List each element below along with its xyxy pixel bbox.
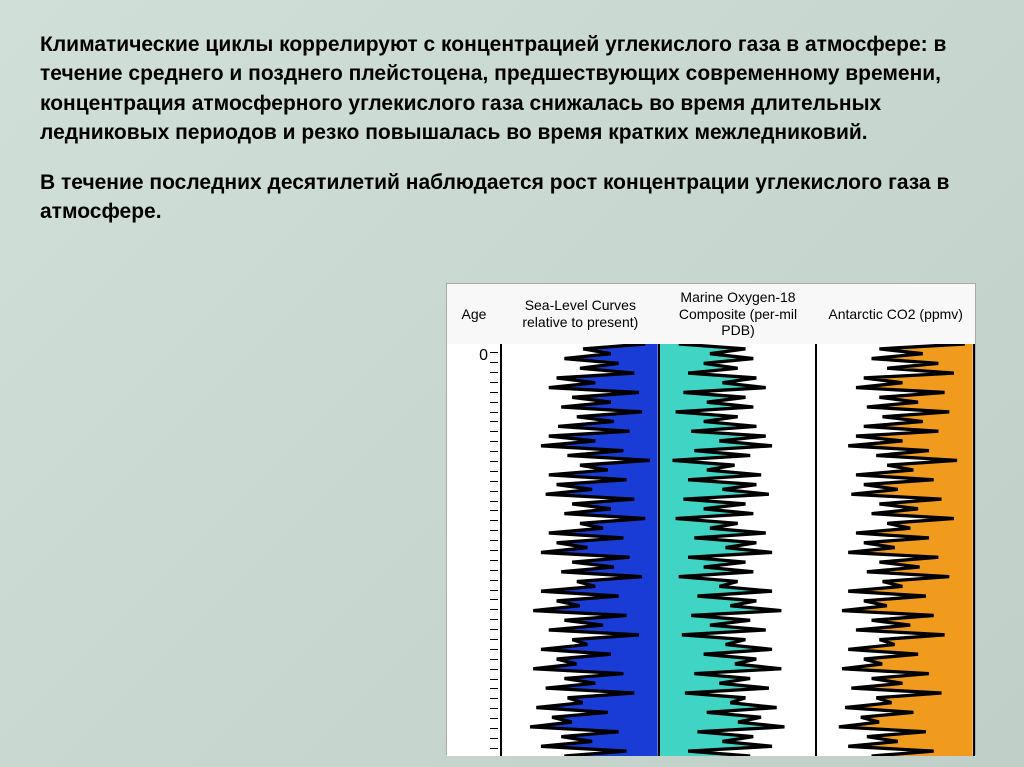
header-sealevel: Sea-Level Curves relative to present)	[502, 284, 660, 344]
chart-header: Age Sea-Level Curves relative to present…	[447, 284, 975, 344]
sealevel-column	[502, 344, 660, 756]
para1: Климатические циклы коррелируют с концен…	[40, 30, 984, 148]
slide-text: Климатические циклы коррелируют с концен…	[0, 0, 1024, 246]
age-zero: 0	[479, 347, 488, 365]
age-axis: 0	[447, 344, 502, 756]
para2: В течение последних десятилетий наблюдае…	[40, 168, 984, 227]
header-co2: Antarctic CO2 (ppmv)	[817, 284, 975, 344]
oxygen-column	[660, 344, 818, 756]
header-oxygen: Marine Oxygen-18 Composite (per-mil PDB)	[660, 284, 818, 344]
header-age: Age	[447, 284, 502, 344]
chart-body: 0	[447, 344, 975, 756]
co2-column	[817, 344, 975, 756]
paleoclimate-chart: Age Sea-Level Curves relative to present…	[446, 283, 976, 755]
